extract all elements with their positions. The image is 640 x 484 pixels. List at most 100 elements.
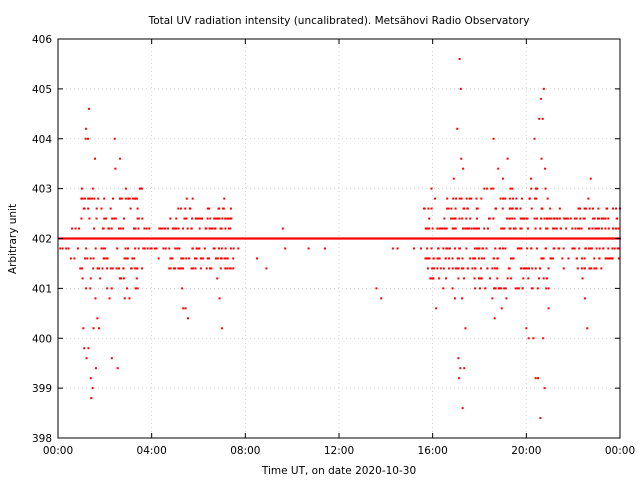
data-point xyxy=(490,187,493,190)
data-point xyxy=(89,287,92,290)
data-point xyxy=(533,217,536,220)
data-point xyxy=(128,297,131,300)
data-point xyxy=(338,237,340,240)
data-point xyxy=(82,207,85,210)
data-point xyxy=(584,247,587,250)
data-point xyxy=(518,247,521,250)
data-point xyxy=(571,227,574,230)
data-point xyxy=(522,277,525,280)
data-point xyxy=(511,257,514,260)
data-point xyxy=(134,287,137,290)
data-point xyxy=(494,247,497,250)
data-point xyxy=(229,207,232,210)
data-point xyxy=(197,247,200,250)
data-point xyxy=(153,237,156,240)
data-point xyxy=(481,237,484,240)
data-point xyxy=(108,297,111,300)
data-point xyxy=(544,167,547,170)
data-point xyxy=(135,237,138,240)
data-point xyxy=(109,207,112,210)
y-axis-label: Arbitrary unit xyxy=(7,204,19,274)
data-point xyxy=(162,237,165,240)
data-point xyxy=(134,267,137,270)
data-point xyxy=(442,267,445,270)
data-point xyxy=(527,277,530,280)
data-point xyxy=(85,357,88,360)
data-point xyxy=(544,247,547,250)
data-point xyxy=(604,237,607,240)
data-point xyxy=(173,227,176,230)
data-point xyxy=(580,267,583,270)
data-point xyxy=(145,227,148,230)
data-point xyxy=(525,237,528,240)
data-point xyxy=(164,247,167,250)
data-point xyxy=(277,237,280,240)
data-point xyxy=(210,267,213,270)
data-point xyxy=(545,277,548,280)
data-point xyxy=(522,217,525,220)
data-point xyxy=(505,297,508,300)
data-point xyxy=(586,237,589,240)
data-point xyxy=(206,217,209,220)
data-point xyxy=(182,307,185,310)
data-point xyxy=(155,247,158,250)
data-point xyxy=(576,237,579,240)
data-point xyxy=(549,207,552,210)
data-point xyxy=(534,187,537,190)
data-point xyxy=(206,207,209,210)
data-point xyxy=(466,267,469,270)
data-point xyxy=(502,227,505,230)
data-point xyxy=(583,257,586,260)
data-point xyxy=(426,257,429,260)
data-point xyxy=(479,287,482,290)
data-point xyxy=(83,257,86,260)
data-point xyxy=(136,207,139,210)
data-point xyxy=(436,257,439,260)
data-point xyxy=(494,207,497,210)
data-point xyxy=(475,247,478,250)
data-point xyxy=(179,207,182,210)
data-point xyxy=(462,167,465,170)
data-point xyxy=(498,287,501,290)
data-point xyxy=(563,217,566,220)
data-point xyxy=(403,237,406,240)
data-point xyxy=(177,207,180,210)
data-point xyxy=(126,247,129,250)
data-point xyxy=(208,227,211,230)
data-point xyxy=(561,257,564,260)
data-point xyxy=(617,227,620,230)
data-point xyxy=(106,267,109,270)
data-point xyxy=(483,257,486,260)
data-point xyxy=(224,267,227,270)
data-point xyxy=(117,227,120,230)
data-point xyxy=(611,247,614,250)
data-point xyxy=(527,237,530,240)
data-point xyxy=(113,217,116,220)
data-point xyxy=(191,247,194,250)
data-point xyxy=(454,207,457,210)
data-point xyxy=(163,227,166,230)
data-point xyxy=(143,227,146,230)
data-point xyxy=(602,217,605,220)
data-point xyxy=(84,137,87,140)
data-point xyxy=(448,237,451,240)
data-point xyxy=(460,237,463,240)
data-point xyxy=(223,197,226,200)
data-point xyxy=(578,247,581,250)
data-point xyxy=(219,267,222,270)
data-point xyxy=(508,227,511,230)
data-point xyxy=(431,267,434,270)
data-point xyxy=(525,267,528,270)
data-point xyxy=(213,217,216,220)
data-point xyxy=(607,227,610,230)
data-point xyxy=(506,237,509,240)
data-point xyxy=(68,237,71,240)
data-point xyxy=(167,227,170,230)
data-point xyxy=(480,197,483,200)
data-point xyxy=(541,117,544,120)
data-point xyxy=(272,237,275,240)
data-point xyxy=(256,257,259,260)
data-point xyxy=(189,207,192,210)
data-point xyxy=(110,357,113,360)
data-point xyxy=(81,197,84,200)
